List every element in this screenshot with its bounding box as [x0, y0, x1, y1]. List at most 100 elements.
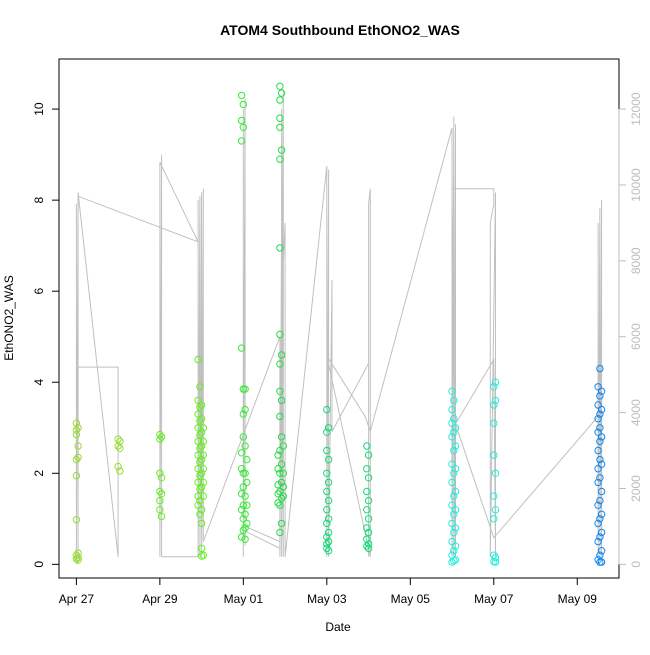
data-point: [597, 558, 606, 566]
data-point: [114, 435, 122, 443]
data-point: [72, 551, 81, 559]
data-point: [594, 537, 602, 546]
data-point: [197, 506, 206, 514]
data-point: [194, 396, 202, 405]
data-point: [279, 492, 287, 500]
data-point: [243, 478, 251, 487]
data-point: [276, 360, 284, 368]
data-point: [451, 442, 460, 450]
data-point: [243, 455, 251, 464]
data-point: [597, 487, 606, 496]
data-point: [241, 524, 249, 532]
data-point: [276, 501, 284, 509]
data-point: [156, 487, 164, 496]
data-point: [323, 405, 331, 414]
data-point: [157, 512, 166, 521]
data-point: [194, 478, 202, 487]
data-point: [276, 330, 284, 339]
x-tick-label: Apr 29: [142, 592, 178, 606]
data-point: [196, 417, 204, 425]
data-point: [596, 424, 604, 432]
data-point: [237, 116, 246, 125]
data-point: [276, 96, 284, 104]
data-point: [450, 396, 458, 405]
data-point: [491, 553, 500, 562]
data-point: [363, 442, 371, 450]
data-point: [597, 460, 606, 468]
data-point: [156, 430, 164, 439]
data-point: [364, 474, 373, 482]
data-point: [276, 244, 284, 252]
data-point: [448, 519, 456, 528]
data-point: [323, 540, 331, 548]
data-point: [448, 460, 456, 468]
data-point: [596, 533, 604, 541]
data-point: [194, 451, 202, 459]
secondary-y-tick-label: 10000: [629, 168, 643, 202]
data-point: [239, 433, 248, 441]
secondary-y-tick-label: 6000: [629, 323, 643, 350]
data-point: [324, 515, 333, 523]
data-point: [241, 492, 249, 500]
data-point: [596, 515, 604, 523]
data-point: [241, 385, 249, 393]
data-point: [594, 383, 602, 391]
data-point: [157, 433, 166, 441]
chart-title: ATOM4 Southbound EthONO2_WAS: [220, 22, 460, 38]
data-point: [237, 506, 246, 514]
data-point: [199, 492, 208, 500]
data-point: [491, 558, 500, 566]
data-point: [594, 501, 602, 509]
data-point: [451, 524, 460, 532]
secondary-y-axis: 0 2000 4000 6000 8000 10000 12000: [618, 92, 643, 568]
data-point: [194, 501, 202, 509]
data-point: [490, 492, 498, 500]
data-point: [324, 528, 333, 537]
data-point: [276, 528, 284, 537]
data-point: [277, 89, 286, 97]
data-point: [324, 478, 333, 487]
data-point: [450, 446, 458, 455]
x-tick-label: May 01: [224, 592, 264, 606]
data-point: [450, 492, 458, 500]
data-point: [596, 364, 604, 373]
data-point: [596, 437, 604, 446]
data-point: [199, 437, 208, 446]
data-point: [450, 547, 458, 555]
data-point: [277, 519, 286, 528]
data-point: [323, 519, 331, 528]
data-point: [277, 494, 286, 502]
data-point: [237, 449, 246, 457]
data-point: [194, 465, 202, 473]
data-point: [116, 444, 124, 452]
data-point: [156, 496, 164, 505]
x-axis: Apr 27 Apr 29 May 01 May 03 May 05 May 07 May …: [59, 577, 598, 606]
data-point: [199, 551, 208, 559]
x-tick-label: May 09: [558, 592, 598, 606]
x-axis-label: Date: [325, 620, 351, 634]
secondary-y-tick-label: 8000: [629, 247, 643, 274]
data-point: [239, 526, 248, 534]
data-point: [597, 528, 606, 537]
data-point: [279, 483, 287, 491]
data-point: [364, 451, 373, 459]
data-point: [276, 387, 284, 395]
data-point: [199, 478, 208, 487]
data-point: [239, 123, 248, 132]
data-point: [74, 556, 82, 564]
data-point: [594, 465, 602, 473]
data-point: [274, 499, 282, 507]
data-point: [196, 458, 204, 466]
data-point: [157, 490, 166, 498]
data-point: [114, 442, 122, 450]
data-point: [196, 383, 204, 391]
x-tick-label: May 03: [307, 592, 347, 606]
series-7: [594, 364, 606, 566]
data-point: [196, 430, 204, 439]
data-point: [197, 415, 206, 423]
data-point: [363, 465, 371, 473]
data-point: [324, 424, 333, 432]
x-tick-label: Apr 27: [59, 592, 95, 606]
